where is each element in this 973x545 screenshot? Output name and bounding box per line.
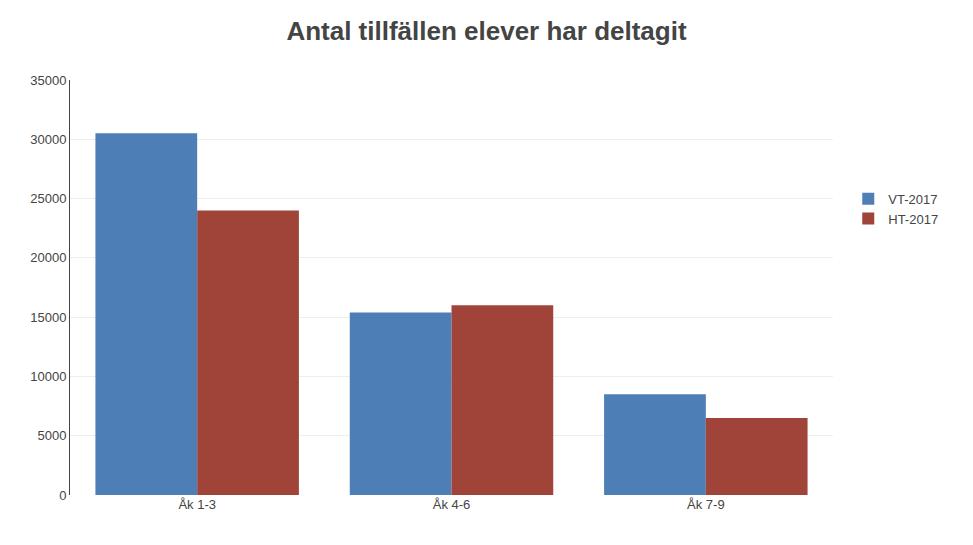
svg-text:Antal tillfällen elever har de: Antal tillfällen elever har deltagit xyxy=(286,16,687,46)
svg-text:15000: 15000 xyxy=(30,310,66,325)
svg-text:20000: 20000 xyxy=(30,250,66,265)
svg-text:35000: 35000 xyxy=(30,73,66,88)
svg-text:5000: 5000 xyxy=(37,428,66,443)
svg-text:10000: 10000 xyxy=(30,369,66,384)
svg-text:0: 0 xyxy=(59,488,66,503)
svg-text:Åk 7-9: Åk 7-9 xyxy=(687,497,725,512)
svg-text:30000: 30000 xyxy=(30,132,66,147)
svg-text:Åk 1-3: Åk 1-3 xyxy=(178,497,216,512)
svg-text:VT-2017: VT-2017 xyxy=(888,192,937,207)
svg-text:25000: 25000 xyxy=(30,191,66,206)
svg-text:Åk 4-6: Åk 4-6 xyxy=(433,497,471,512)
svg-text:HT-2017: HT-2017 xyxy=(888,212,938,227)
